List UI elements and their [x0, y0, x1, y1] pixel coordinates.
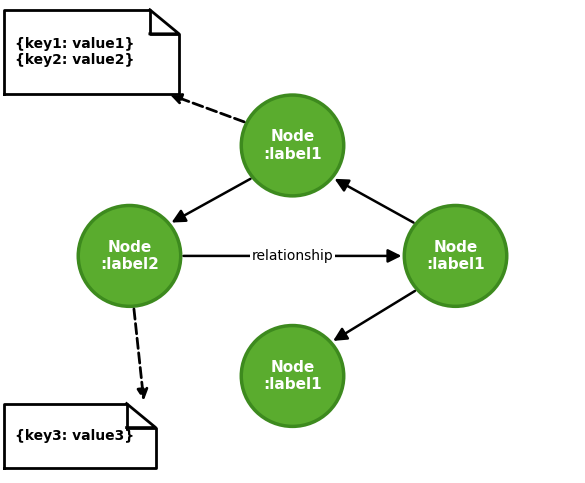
Text: Node
:label1: Node :label1	[263, 360, 322, 392]
Polygon shape	[4, 10, 179, 94]
Text: {key1: value1}
{key2: value2}: {key1: value1} {key2: value2}	[15, 37, 134, 67]
Polygon shape	[4, 404, 156, 469]
Text: {key3: value3}: {key3: value3}	[15, 429, 134, 443]
Text: relationship: relationship	[252, 249, 333, 263]
Text: Node
:label1: Node :label1	[263, 129, 322, 162]
Ellipse shape	[241, 95, 344, 196]
Text: Node
:label2: Node :label2	[100, 240, 159, 272]
Text: Node
:label1: Node :label1	[426, 240, 485, 272]
Ellipse shape	[241, 326, 344, 426]
Ellipse shape	[404, 205, 507, 306]
Ellipse shape	[78, 205, 181, 306]
